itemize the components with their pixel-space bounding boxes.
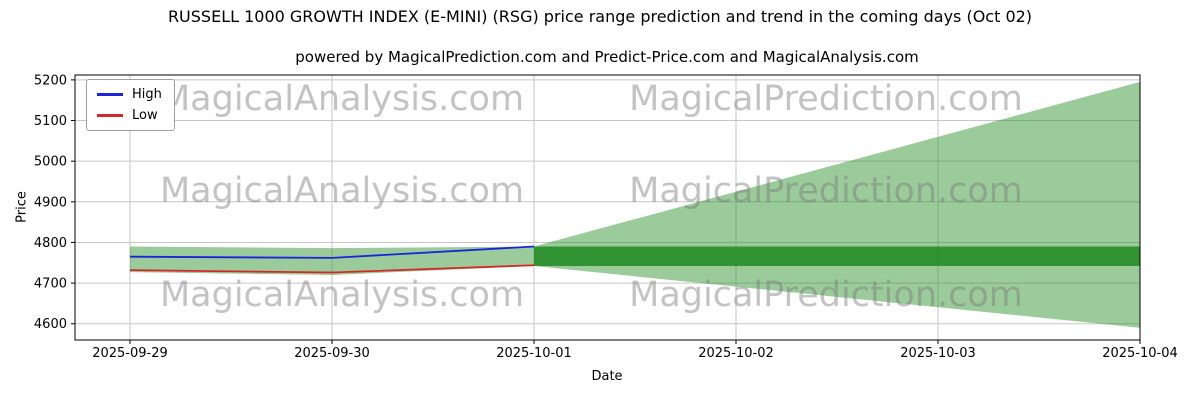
y-tick-label: 5200 [34,73,67,88]
historical-range-band [130,246,534,275]
y-tick-label: 4900 [34,195,67,210]
watermark-text: MagicalPrediction.com [629,275,1023,315]
legend-label: Low [132,108,158,123]
y-tick-label: 4800 [34,236,67,251]
watermark-text: MagicalAnalysis.com [160,79,524,119]
x-tick-label: 2025-10-02 [698,346,774,361]
watermark-text: MagicalPrediction.com [629,79,1023,119]
plot-frame [74,74,1141,341]
plot-border [74,74,1141,341]
price-lines-layer [129,245,535,274]
price-line-high [129,245,535,259]
y-tick-label: 5100 [34,114,67,129]
legend: High Low [86,79,175,131]
x-tick-label: 2025-09-29 [92,346,168,361]
axis-ticks-layer: 4600 4700 4800 4900 5000 5100 5200 2025-09-29 20… [34,73,1178,361]
watermark-layer: MagicalAnalysis.com MagicalPrediction.com… [160,79,1023,315]
y-tick-label: 4600 [34,317,67,332]
watermark-text: MagicalAnalysis.com [160,275,524,315]
x-axis-label: Date [591,369,623,384]
legend-line-swatch [97,93,123,96]
legend-line-swatch [97,114,123,117]
prediction-fan-band [534,81,1140,328]
legend-label: High [132,87,162,102]
watermark-text: MagicalAnalysis.com [160,171,524,211]
prediction-bands-layer [130,81,1140,328]
price-line-low [129,264,535,274]
chart-title: RUSSELL 1000 GROWTH INDEX (E-MINI) (RSG)… [167,7,1033,26]
x-tick-label: 2025-10-01 [496,346,572,361]
x-tick-label: 2025-10-03 [900,346,976,361]
legend-item-low: Low [97,109,162,122]
x-tick-label: 2025-10-04 [1102,346,1178,361]
y-tick-label: 4700 [34,277,67,292]
chart-subtitle: powered by MagicalPrediction.com and Pre… [295,48,919,66]
y-tick-label: 5000 [34,155,67,170]
x-tick-label: 2025-09-30 [294,346,370,361]
prediction-core-band [534,246,1140,267]
watermark-text: MagicalPrediction.com [629,171,1023,211]
legend-item-high: High [97,88,162,101]
y-axis-label: Price [14,191,30,223]
